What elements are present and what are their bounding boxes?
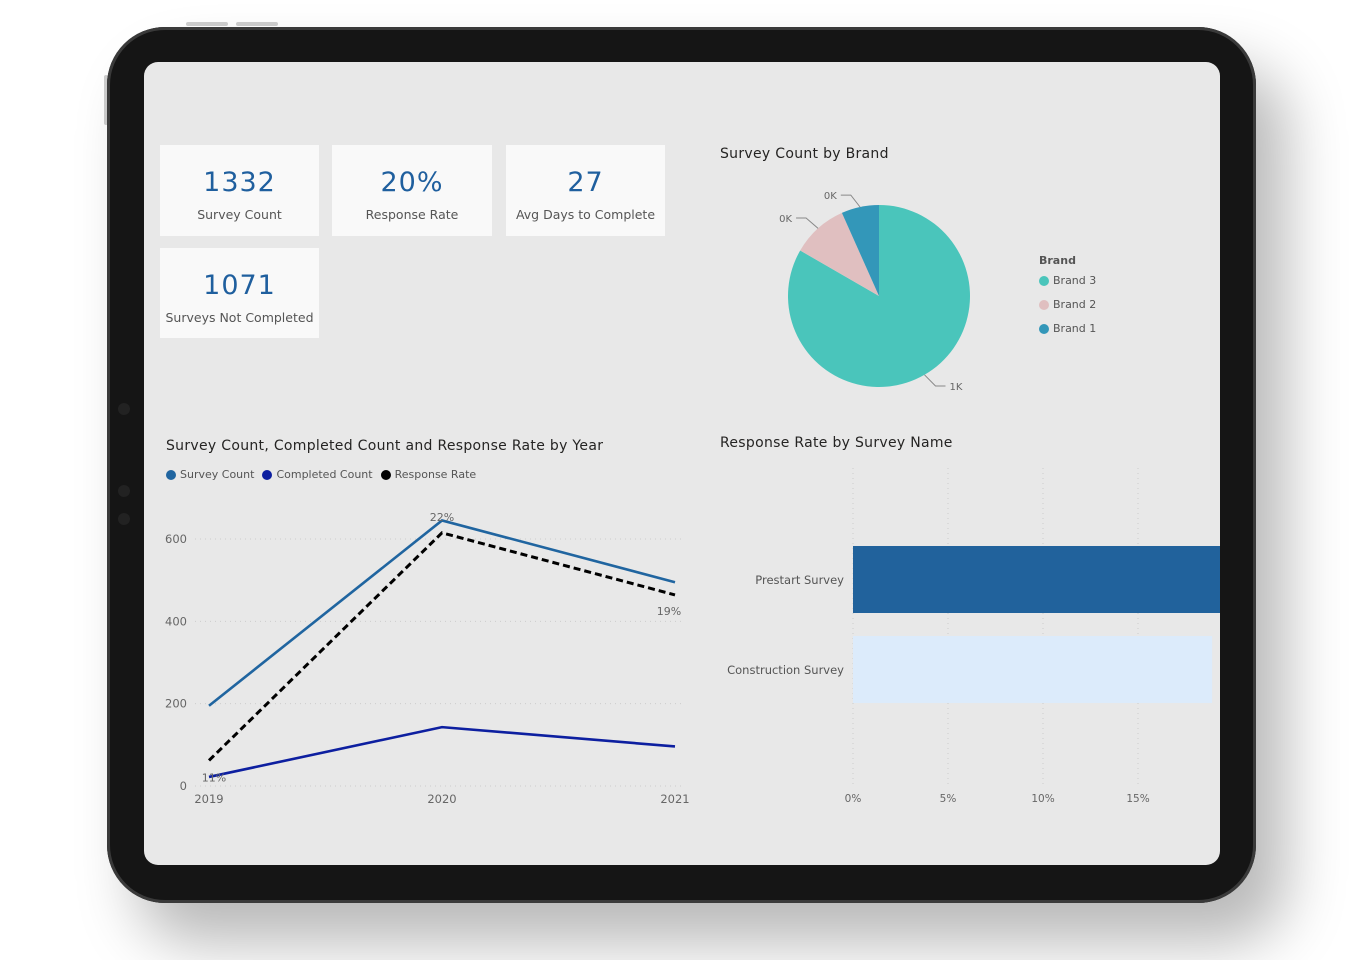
- kpi-label: Surveys Not Completed: [165, 310, 314, 325]
- legend-dot-icon: [1039, 300, 1049, 310]
- kpi-survey-count[interactable]: 1332 Survey Count: [160, 145, 319, 236]
- line-chart-title: Survey Count, Completed Count and Respon…: [166, 438, 604, 454]
- bar-construction-survey: [853, 636, 1213, 703]
- legend-dot-icon: [1039, 324, 1049, 334]
- y-category-label: Prestart Survey: [755, 573, 844, 587]
- x-tick-label: 2021: [660, 792, 689, 806]
- kpi-value: 1071: [203, 270, 276, 301]
- kpi-value: 20%: [380, 167, 444, 198]
- kpi-label: Survey Count: [197, 207, 282, 222]
- volume-button: [186, 22, 228, 26]
- legend-label: Response Rate: [394, 468, 477, 481]
- x-tick-label: 15%: [1126, 793, 1149, 805]
- line-legend: Survey Count Completed Count Response Rate: [166, 468, 476, 482]
- data-label: 11%: [202, 771, 226, 784]
- camera-icon: [118, 513, 130, 525]
- x-tick-label: 0%: [845, 793, 862, 805]
- y-tick-label: 200: [165, 697, 187, 711]
- kpi-label: Avg Days to Complete: [515, 207, 656, 222]
- line-legend-item[interactable]: Response Rate: [380, 468, 477, 482]
- power-button: [104, 75, 108, 125]
- pie-legend-item[interactable]: Brand 2: [1039, 298, 1096, 312]
- pie-chart-title: Survey Count by Brand: [720, 146, 889, 162]
- legend-dot-icon: [262, 470, 273, 480]
- x-tick-label: 2019: [194, 792, 223, 806]
- pie-legend-item[interactable]: Brand 3: [1039, 274, 1096, 288]
- line-series-survey-count: [208, 519, 676, 707]
- legend-dot-icon: [380, 470, 391, 480]
- kpi-response-rate[interactable]: 20% Response Rate: [332, 145, 492, 236]
- kpi-label: Response Rate: [365, 207, 459, 222]
- y-tick-label: 0: [180, 779, 187, 793]
- pie-legend-title: Brand: [1039, 254, 1076, 267]
- pie-leader-line: [840, 194, 861, 208]
- pie-leader-line: [924, 374, 946, 387]
- camera-icon: [118, 485, 130, 497]
- y-tick-label: 600: [165, 532, 187, 546]
- line-series-response-rate: [207, 531, 676, 762]
- pie-slice-brand-2: [800, 212, 879, 296]
- pie-data-label: 0K: [779, 214, 792, 225]
- pie-legend-item[interactable]: Brand 1: [1039, 322, 1096, 336]
- data-label: 22%: [430, 511, 454, 524]
- legend-label: Brand 2: [1053, 298, 1097, 311]
- legend-label: Survey Count: [180, 468, 255, 481]
- pie-slice-brand-1: [841, 205, 879, 296]
- kpi-not-completed[interactable]: 1071 Surveys Not Completed: [160, 248, 319, 338]
- legend-label: Brand 3: [1053, 274, 1097, 287]
- legend-label: Brand 1: [1053, 322, 1097, 335]
- data-label: 19%: [657, 605, 681, 618]
- legend-dot-icon: [166, 470, 176, 480]
- kpi-value: 1332: [203, 167, 276, 198]
- legend-label: Completed Count: [276, 468, 373, 481]
- legend-dot-icon: [1039, 276, 1049, 286]
- kpi-avg-days[interactable]: 27 Avg Days to Complete: [506, 145, 665, 236]
- pie-data-label: 1K: [950, 382, 963, 393]
- x-tick-label: 10%: [1031, 793, 1054, 805]
- pie-leader-line: [796, 217, 819, 229]
- bar-chart-title: Response Rate by Survey Name: [720, 435, 953, 451]
- pie-legend: Brand Brand 3 Brand 2 Brand 1: [1039, 254, 1096, 336]
- x-tick-label: 5%: [940, 793, 957, 805]
- charts-canvas: 1K 0K 0K 0 200 400 600 2019 2020 2021 11% 22% 19% 0% 5…: [165, 191, 1220, 806]
- line-legend-item[interactable]: Survey Count: [166, 468, 254, 482]
- y-tick-label: 400: [165, 614, 187, 628]
- pie-data-label: 0K: [824, 191, 837, 202]
- line-series-completed-count: [208, 725, 676, 779]
- dashboard-screen: 1332 Survey Count 20% Response Rate 27 A…: [144, 62, 1220, 865]
- camera-icon: [118, 403, 130, 415]
- volume-button: [236, 22, 278, 26]
- y-category-label: Construction Survey: [727, 663, 844, 677]
- line-legend-item[interactable]: Completed Count: [262, 468, 373, 482]
- kpi-value: 27: [567, 167, 604, 198]
- x-tick-label: 2020: [427, 792, 456, 806]
- bar-prestart-survey: [853, 546, 1220, 613]
